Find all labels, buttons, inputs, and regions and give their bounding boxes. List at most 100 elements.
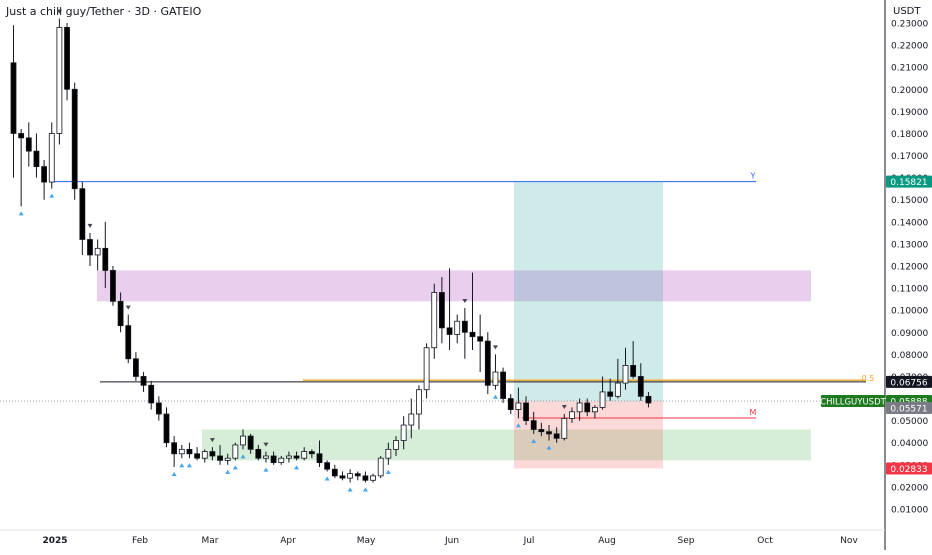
candle-body[interactable]	[308, 451, 315, 455]
candle-body[interactable]	[94, 247, 101, 256]
candle-body[interactable]	[607, 391, 614, 397]
candle-body[interactable]	[148, 384, 155, 404]
x-tick-label: Oct	[757, 536, 773, 546]
candle-body[interactable]	[385, 448, 392, 459]
candle-body[interactable]	[408, 413, 415, 426]
candle-body[interactable]	[270, 455, 277, 464]
y-tick-label: 0.17000	[891, 152, 928, 162]
candle-body[interactable]	[423, 347, 430, 391]
candle-body[interactable]	[484, 340, 491, 386]
candle-body[interactable]	[240, 435, 246, 446]
candle-body[interactable]	[125, 325, 132, 360]
candle-body[interactable]	[201, 451, 208, 459]
candle-body[interactable]	[546, 431, 552, 435]
candle-body[interactable]	[64, 27, 70, 90]
candle-body[interactable]	[25, 137, 32, 152]
supply-zone	[97, 270, 811, 302]
candle-body[interactable]	[155, 402, 162, 415]
candle-body[interactable]	[377, 457, 384, 477]
candle-body[interactable]	[461, 320, 468, 333]
candle-body[interactable]	[87, 239, 93, 256]
candle-body[interactable]	[56, 27, 63, 134]
candle-body[interactable]	[247, 435, 254, 450]
candle-body[interactable]	[132, 358, 139, 377]
candle-body[interactable]	[217, 455, 223, 461]
candle-body[interactable]	[194, 453, 201, 459]
y-tick-label: 0.11000	[891, 285, 928, 295]
candle-body[interactable]	[400, 424, 407, 441]
candle-body[interactable]	[393, 440, 399, 450]
candle-body[interactable]	[316, 453, 323, 464]
candle-body[interactable]	[232, 444, 239, 459]
candle-body[interactable]	[530, 420, 537, 430]
y-tick-label: 0.15000	[891, 196, 928, 206]
candle-body[interactable]	[637, 376, 644, 397]
x-tick-label: Mar	[202, 536, 219, 546]
candle-body[interactable]	[285, 455, 292, 459]
candle-body[interactable]	[507, 398, 514, 410]
candle-body[interactable]	[255, 448, 262, 459]
candle-body[interactable]	[576, 402, 583, 413]
candle-body[interactable]	[561, 418, 568, 439]
candle-body[interactable]	[171, 442, 178, 455]
signal-up-marker	[232, 465, 238, 470]
candle-body[interactable]	[71, 88, 78, 190]
candle-body[interactable]	[438, 292, 445, 329]
signal-up-marker	[347, 487, 353, 492]
candle-body[interactable]	[645, 395, 652, 404]
candle-body[interactable]	[630, 365, 637, 377]
candle-body[interactable]	[178, 448, 185, 455]
candle-body[interactable]	[278, 457, 285, 464]
candle-body[interactable]	[492, 371, 499, 386]
candle-body[interactable]	[263, 455, 269, 459]
candle-body[interactable]	[569, 411, 575, 419]
candle-body[interactable]	[79, 188, 86, 240]
candle-body[interactable]	[110, 270, 116, 302]
candle-body[interactable]	[354, 473, 361, 477]
signal-up-marker	[171, 472, 177, 477]
candle-body[interactable]	[431, 292, 438, 349]
candle-body[interactable]	[224, 457, 231, 461]
candle-body[interactable]	[10, 62, 17, 134]
candle-body[interactable]	[18, 133, 25, 139]
candle-body[interactable]	[469, 331, 476, 338]
candle-body[interactable]	[614, 382, 621, 397]
y-tick-label: 0.14000	[891, 218, 928, 228]
candle-body[interactable]	[454, 320, 461, 335]
candle-body[interactable]	[48, 133, 55, 183]
candle-body[interactable]	[163, 413, 170, 444]
candle-body[interactable]	[599, 391, 606, 408]
chart-title: Just a chill guy/Tether · 3D · GATEIO	[6, 5, 202, 18]
candle-body[interactable]	[186, 448, 193, 455]
candle-body[interactable]	[331, 468, 338, 477]
candle-body[interactable]	[209, 451, 216, 457]
candle-body[interactable]	[584, 402, 591, 413]
signal-up-marker	[263, 467, 269, 472]
candle-body[interactable]	[293, 455, 300, 459]
price-label-badge	[886, 402, 932, 415]
y-tick-label: 0.12000	[891, 262, 928, 272]
candle-body[interactable]	[140, 376, 147, 386]
candle-body[interactable]	[553, 433, 560, 439]
candle-body[interactable]	[301, 451, 308, 459]
candle-body[interactable]	[41, 166, 47, 183]
candle-body[interactable]	[446, 327, 453, 335]
candle-body[interactable]	[362, 475, 369, 481]
candle-body[interactable]	[117, 300, 124, 327]
candle-body[interactable]	[515, 402, 522, 410]
candle-body[interactable]	[622, 365, 629, 384]
candle-body[interactable]	[102, 247, 109, 271]
candle-body[interactable]	[370, 475, 376, 481]
candle-body[interactable]	[324, 462, 331, 470]
candle-body[interactable]	[347, 473, 354, 479]
candle-body[interactable]	[416, 389, 422, 415]
candle-body[interactable]	[33, 150, 40, 167]
candle-body[interactable]	[339, 475, 346, 479]
candle-body[interactable]	[523, 402, 529, 422]
candle-body[interactable]	[592, 406, 598, 413]
candle-body[interactable]	[477, 336, 484, 342]
candle-body[interactable]	[500, 371, 507, 399]
candle-body[interactable]	[538, 429, 545, 433]
